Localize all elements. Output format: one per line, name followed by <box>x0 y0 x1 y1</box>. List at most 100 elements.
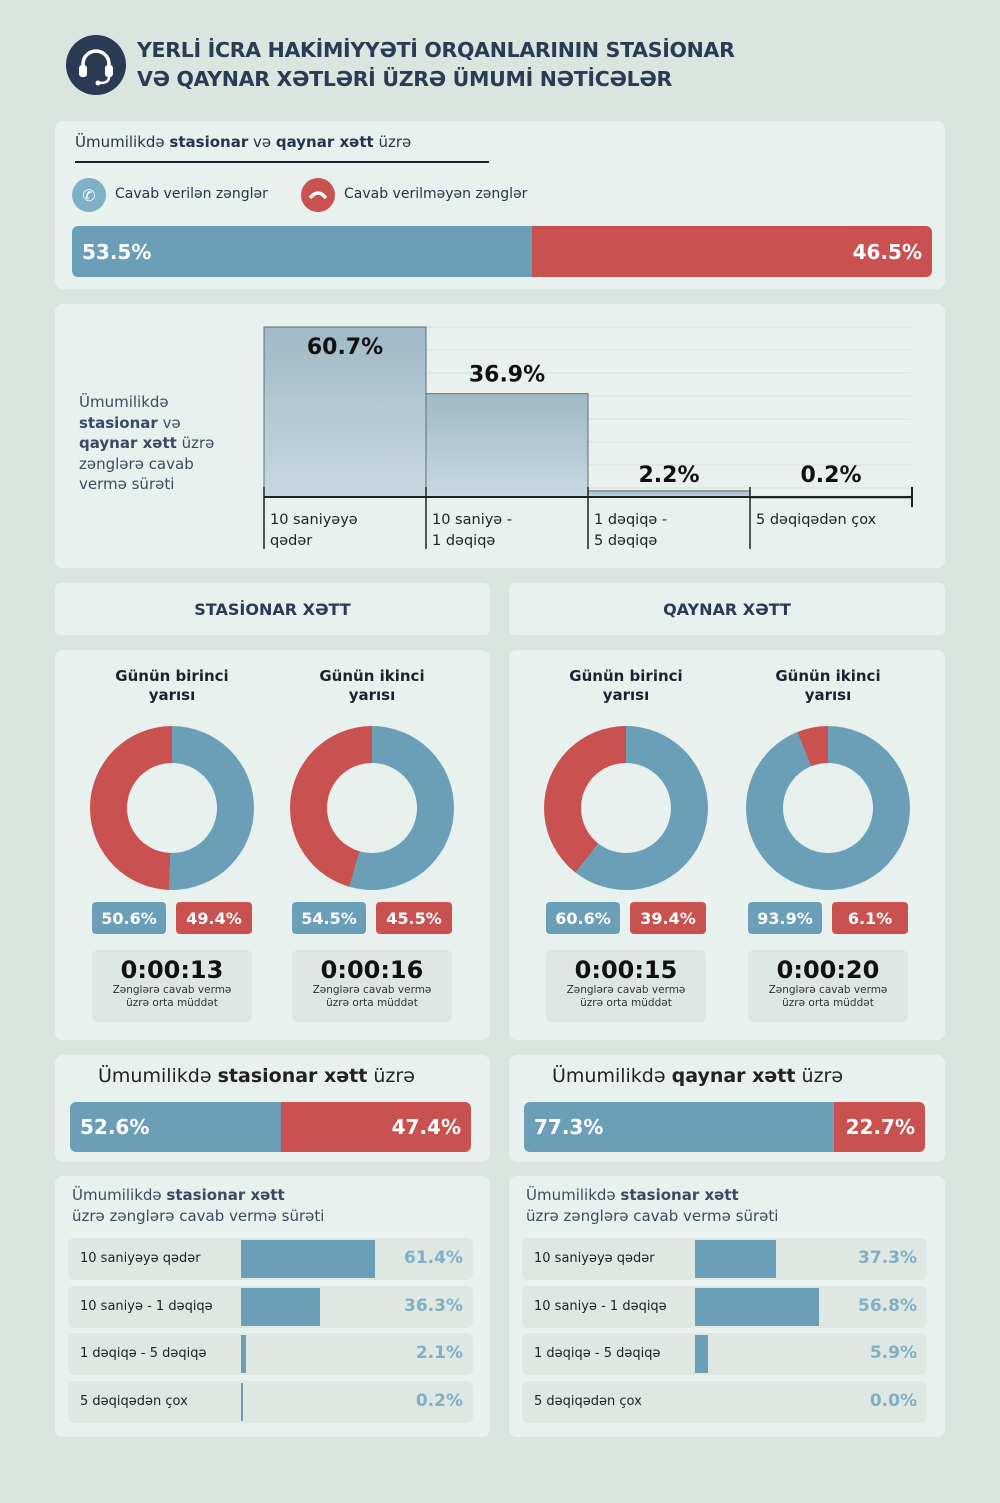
avg-time-caption: Zənglərə cavab vermə <box>112 984 232 996</box>
text: stasionar xətt <box>620 1186 739 1204</box>
category-label: qədər <box>270 533 312 549</box>
avg-time-value: 0:00:20 <box>776 956 880 984</box>
row-value: 56.8% <box>858 1295 917 1316</box>
text: Günün birinci <box>115 667 229 685</box>
text: Ümumilikdə <box>79 393 169 411</box>
text: üzrə <box>367 1065 415 1087</box>
bar-answered: 77.3% <box>524 1102 834 1152</box>
row-label: 5 dəqiqədən çox <box>534 1394 642 1410</box>
row-label: 1 dəqiqə - 5 dəqiqə <box>534 1346 661 1362</box>
value-label: 2.2% <box>638 463 699 488</box>
speed-row: 10 saniyəyə qədər 61.4% <box>68 1238 473 1280</box>
text: Ümumilikdə <box>72 1186 167 1204</box>
donut-title: Günün birinci yarısı <box>87 667 257 705</box>
speed-title: Ümumilikdə stasionar xətt üzrə zənglərə c… <box>72 1185 324 1227</box>
headset-icon <box>66 35 126 95</box>
row-bar <box>241 1287 321 1326</box>
text: yarısı <box>148 686 196 704</box>
row-value: 0.2% <box>415 1391 463 1412</box>
row-bar <box>695 1335 708 1374</box>
text: Ümumilikdə stasionar xətt <box>526 1185 778 1206</box>
step-bar <box>425 393 589 498</box>
section-stationary: STASİONAR XƏTT <box>55 583 490 635</box>
speed-row: 10 saniyəyə qədər 37.3% <box>522 1238 927 1280</box>
row-label: 10 saniyəyə qədər <box>80 1251 201 1266</box>
category-label: 1 dəqiqə - <box>594 512 667 528</box>
row-bar <box>241 1240 375 1278</box>
speed-row: 5 dəqiqədən çox 0.0% <box>522 1381 927 1424</box>
speed-chart-title: Ümumilikdə stasionar və qaynar xətt üzrə… <box>79 392 214 495</box>
bar-unanswered: 46.5% <box>532 226 932 277</box>
donut-chart <box>90 726 254 890</box>
avg-time-caption: üzrə orta müddət <box>326 997 418 1009</box>
text: zənglərə cavab <box>79 454 194 473</box>
text: qaynar xətt üzrə <box>79 434 215 452</box>
speed-row: 1 dəqiqə - 5 dəqiqə 5.9% <box>522 1333 927 1376</box>
answered-pill: 50.6% <box>92 902 166 934</box>
text: stasionar <box>79 413 158 432</box>
row-label: 5 dəqiqədən çox <box>80 1394 188 1410</box>
category-label: 1 dəqiqə <box>432 533 495 549</box>
speed-title: Ümumilikdə stasionar xətt üzrə zənglərə c… <box>526 1185 778 1227</box>
legend-unanswered: Cavab verilməyən zənglər <box>344 186 528 202</box>
category-label: 10 saniyəyə <box>270 512 358 528</box>
bar-answered: 53.5% <box>72 226 533 277</box>
unanswered-pill: 45.5% <box>376 902 452 934</box>
row-value: 5.9% <box>869 1343 917 1364</box>
value-label: 0.2% <box>800 463 861 488</box>
title-line-2: VƏ QAYNAR XƏTLƏRİ ÜZRƏ ÜMUMİ NƏTİCƏLƏR <box>137 67 672 91</box>
text: yarısı <box>804 686 852 704</box>
bar-unanswered: 22.7% <box>833 1102 925 1152</box>
avg-time-value: 0:00:13 <box>120 956 224 984</box>
legend-answered: Cavab verilən zənglər <box>115 186 268 202</box>
row-label: 10 saniyə - 1 dəqiqə <box>80 1298 213 1314</box>
speed-row: 10 saniyə - 1 dəqiqə 56.8% <box>522 1285 927 1328</box>
row-bar <box>695 1287 819 1326</box>
text: Günün birinci <box>569 667 683 685</box>
avg-time-caption: Zənglərə cavab vermə <box>312 984 432 996</box>
text: stasionar xətt <box>217 1065 368 1087</box>
avg-time-value: 0:00:15 <box>574 956 678 984</box>
donut-chart <box>746 726 910 890</box>
speed-row: 10 saniyə - 1 dəqiqə 36.3% <box>68 1285 473 1328</box>
text: yarısı <box>348 686 396 704</box>
text: stasionar və <box>79 413 181 432</box>
divider <box>75 161 489 163</box>
donut-chart <box>544 726 708 890</box>
row-value: 0.0% <box>869 1391 917 1412</box>
avg-time-box: 0:00:13 Zənglərə cavab vermə üzrə orta müd… <box>92 950 252 1022</box>
row-value: 2.1% <box>415 1343 463 1364</box>
text: qaynar xətt <box>671 1065 796 1087</box>
bar-unanswered: 47.4% <box>280 1102 471 1152</box>
total-stacked-bar: 77.3% 22.7% <box>524 1102 925 1152</box>
unanswered-pill: 6.1% <box>832 902 908 934</box>
title-line-1: YERLİ İCRA HAKİMİYYƏTİ ORQANLARININ STAS… <box>137 38 735 62</box>
text: Ümumilikdə <box>552 1065 672 1087</box>
total-stacked-bar: 52.6% 47.4% <box>70 1102 471 1152</box>
text: Ümumilikdə stasionar xətt <box>72 1185 324 1206</box>
answered-pill: 93.9% <box>748 902 822 934</box>
text: Günün ikinci <box>319 667 425 685</box>
total-title: Ümumilikdə stasionar xətt üzrə <box>98 1065 415 1087</box>
unanswered-pill: 49.4% <box>176 902 252 934</box>
avg-time-caption: üzrə orta müddət <box>126 997 218 1009</box>
text: Ümumilikdə <box>526 1186 621 1204</box>
row-bar <box>241 1383 243 1422</box>
avg-time-caption: Zənglərə cavab vermə <box>566 984 686 996</box>
row-bar <box>695 1240 777 1278</box>
phone-icon: ✆ <box>72 178 106 212</box>
avg-time-box: 0:00:15 Zənglərə cavab vermə üzrə orta müd… <box>546 950 706 1022</box>
row-bar <box>241 1335 246 1374</box>
text: yarısı <box>602 686 650 704</box>
text: Ümumilikdə <box>98 1065 218 1087</box>
text: Ümumilikdə <box>75 133 170 151</box>
donut-title: Günün ikinci yarısı <box>743 667 913 705</box>
section-hotline: QAYNAR XƏTT <box>509 583 945 635</box>
donut-chart <box>290 726 454 890</box>
category-label: 5 dəqiqə <box>594 533 657 549</box>
speed-chart-card: Ümumilikdə stasionar və qaynar xətt üzrə… <box>55 304 945 568</box>
text: üzrə <box>373 133 412 151</box>
phone-hangup-icon <box>301 178 335 212</box>
overall-card: Ümumilikdə stasionar və qaynar xətt üzrə… <box>55 121 945 289</box>
category-label: 5 dəqiqədən çox <box>756 512 877 528</box>
